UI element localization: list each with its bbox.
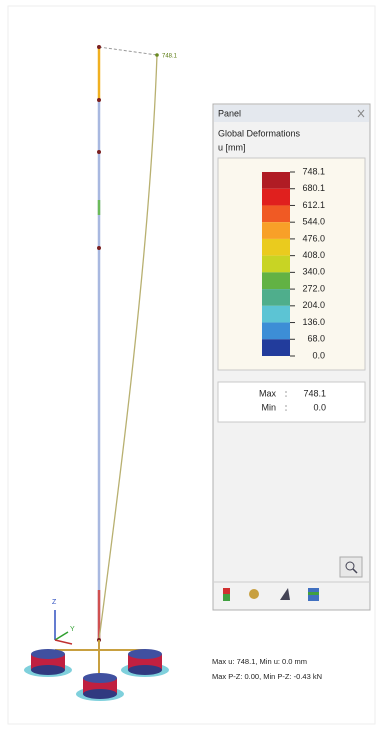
zoom-button[interactable] xyxy=(340,557,362,577)
legend-band xyxy=(262,205,290,222)
panel: Panel Global Deformations u [mm] 748.1 68… xyxy=(213,104,370,610)
legend-band xyxy=(262,339,290,356)
summary-value: 0.0 xyxy=(313,402,326,412)
legend-box xyxy=(218,158,365,370)
legend-label: 612.1 xyxy=(302,200,325,210)
max-label: 748.1 xyxy=(162,54,178,60)
summary-sep: : xyxy=(285,402,288,412)
legend-label: 544.0 xyxy=(302,217,325,227)
legend-band xyxy=(262,306,290,323)
legend-band xyxy=(262,189,290,206)
summary-label: Min xyxy=(261,402,276,412)
legend-label: 680.1 xyxy=(302,183,325,193)
legend-label: 136.0 xyxy=(302,317,325,327)
panel-title: Panel xyxy=(218,108,241,118)
legend-label: 204.0 xyxy=(302,300,325,310)
summary-sep: : xyxy=(285,388,288,398)
legend-band xyxy=(262,239,290,256)
status-line: Max P-Z: 0.00, Min P-Z: -0.43 kN xyxy=(212,672,322,681)
legend-band xyxy=(262,172,290,189)
legend-band xyxy=(262,222,290,239)
axis-label: Z xyxy=(52,599,57,606)
legend-band xyxy=(262,323,290,340)
legend-label: 272.0 xyxy=(302,283,325,293)
screen: 748.1 Z Y Panel Global Deformations u [m… xyxy=(0,0,383,731)
legend-label: 0.0 xyxy=(312,350,325,360)
legend-label: 68.0 xyxy=(307,334,325,344)
legend-band xyxy=(262,256,290,273)
legend-label: 340.0 xyxy=(302,267,325,277)
legend-band xyxy=(262,289,290,306)
summary-value: 748.1 xyxy=(303,388,326,398)
axis-label: Y xyxy=(70,626,75,633)
legend-label: 476.0 xyxy=(302,233,325,243)
legend-label: 408.0 xyxy=(302,250,325,260)
unit-label: u [mm] xyxy=(218,142,246,152)
summary-box xyxy=(218,382,365,422)
summary-label: Max xyxy=(259,388,277,398)
legend-band xyxy=(262,272,290,289)
legend-label: 748.1 xyxy=(302,166,325,176)
status-line: Max u: 748.1, Min u: 0.0 mm xyxy=(212,657,307,666)
panel-heading: Global Deformations xyxy=(218,128,301,138)
